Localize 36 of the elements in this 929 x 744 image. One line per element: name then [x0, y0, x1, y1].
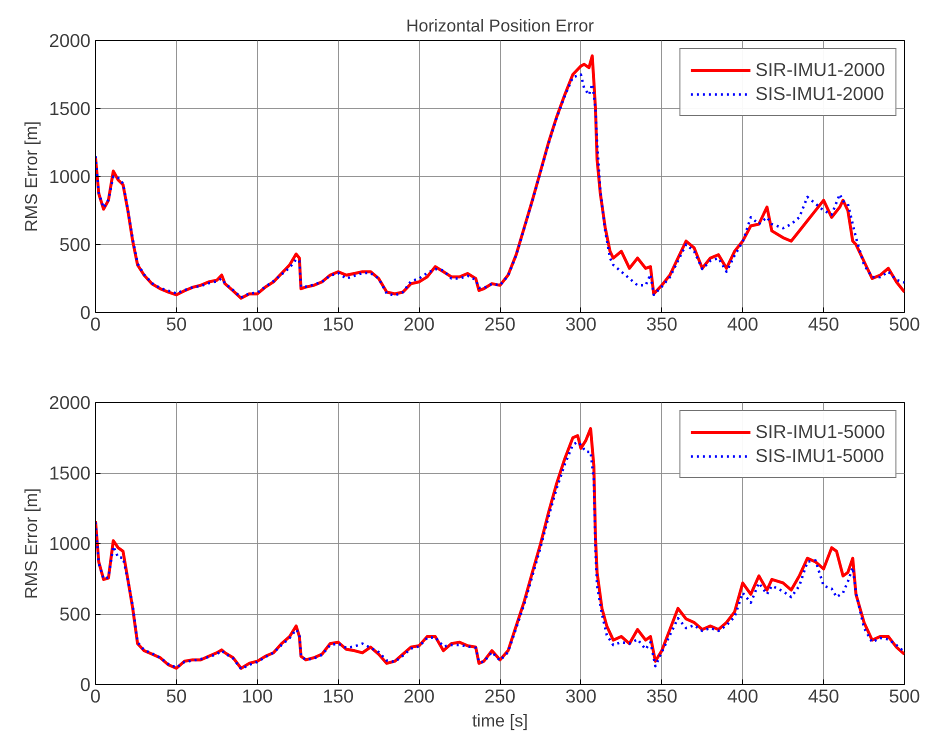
- x-tick-label: 50: [166, 686, 187, 706]
- x-tick-label: 500: [888, 314, 920, 334]
- x-tick-label: 100: [242, 686, 273, 706]
- x-tick-label: 150: [322, 686, 354, 706]
- legend-label: SIR-IMU1-5000: [755, 421, 885, 443]
- x-axis-title: time [s]: [472, 710, 528, 730]
- y-tick-label: 1000: [48, 166, 91, 187]
- x-tick-label: 150: [322, 314, 354, 334]
- y-tick-label: 1000: [48, 533, 91, 554]
- x-tick-label: 450: [808, 686, 840, 706]
- y-tick-label: 2000: [48, 30, 91, 51]
- x-tick-label: 200: [404, 314, 435, 334]
- y-axis-title: RMS Error [m]: [20, 121, 41, 232]
- x-tick-label: 300: [565, 686, 596, 706]
- x-tick-label: 250: [484, 314, 516, 334]
- y-tick-label: 2000: [48, 392, 91, 413]
- y-tick-label: 500: [59, 604, 91, 624]
- x-tick-label: 50: [166, 314, 187, 334]
- legend-label: SIS-IMU1-5000: [755, 445, 884, 467]
- x-tick-label: 350: [646, 314, 678, 334]
- chart-title: Horizontal Position Error: [406, 16, 594, 36]
- x-tick-label: 250: [484, 686, 516, 706]
- x-tick-label: 450: [808, 314, 840, 334]
- y-tick-label: 500: [59, 234, 91, 255]
- y-axis-title: RMS Error [m]: [20, 488, 41, 599]
- x-tick-label: 500: [888, 686, 920, 706]
- x-tick-label: 300: [565, 314, 596, 334]
- y-tick-label: 1500: [48, 462, 91, 484]
- legend-label: SIR-IMU1-2000: [755, 59, 885, 81]
- x-tick-label: 400: [727, 686, 758, 706]
- x-tick-label: 350: [646, 686, 678, 706]
- y-tick-label: 1500: [48, 98, 91, 119]
- x-tick-label: 400: [727, 314, 758, 334]
- x-tick-label: 100: [242, 314, 273, 334]
- x-tick-label: 200: [404, 686, 435, 706]
- legend-label: SIS-IMU1-2000: [755, 83, 884, 105]
